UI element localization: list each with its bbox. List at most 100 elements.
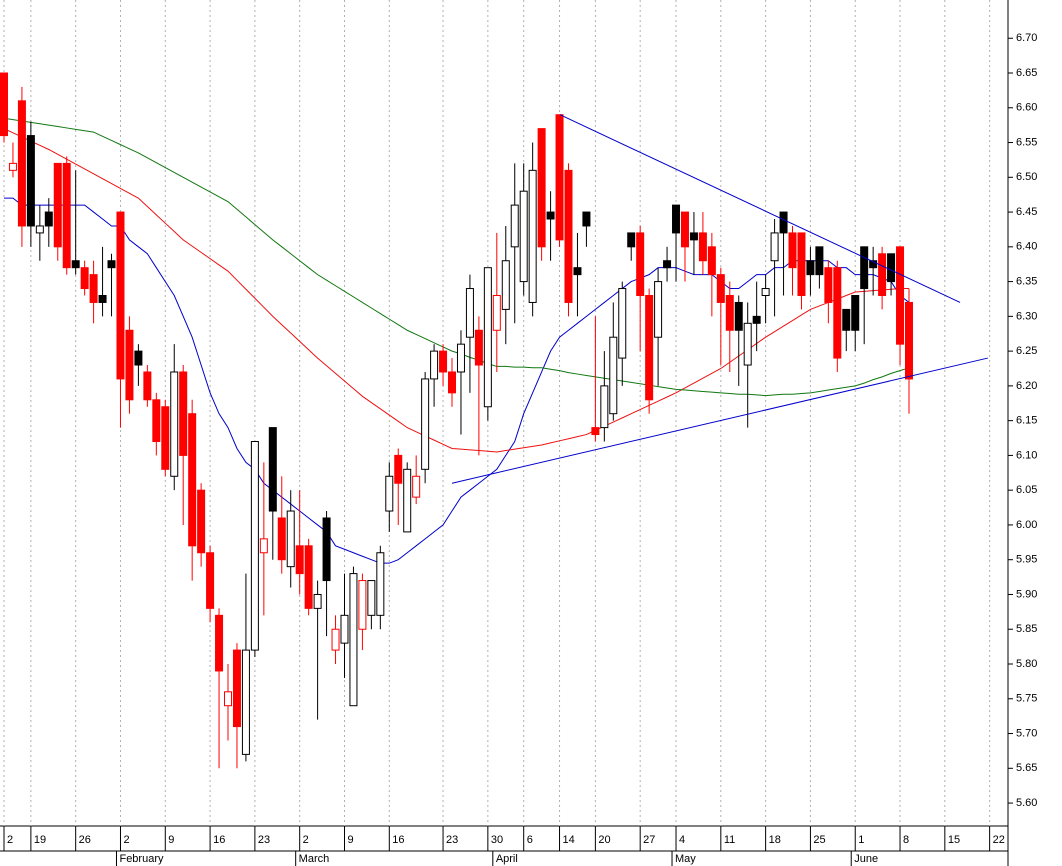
y-tick-label: 6.50 xyxy=(1016,171,1037,183)
candle-body xyxy=(259,538,268,554)
x-tick-label: 30 xyxy=(491,834,503,846)
candle-body xyxy=(582,211,591,227)
candle-body xyxy=(89,274,98,303)
month-label: May xyxy=(675,853,696,865)
y-tick-label: 5.60 xyxy=(1016,797,1037,809)
y-tick-label: 5.90 xyxy=(1016,588,1037,600)
candle-body xyxy=(546,211,555,220)
y-tick-label: 6.05 xyxy=(1016,484,1037,496)
candle-body xyxy=(456,343,465,373)
candle-body xyxy=(519,190,528,283)
candle-body xyxy=(609,336,618,415)
candle-body xyxy=(448,371,457,394)
candle-body xyxy=(71,260,80,269)
candle-body xyxy=(0,72,8,137)
candle-body xyxy=(206,552,215,609)
trend-line xyxy=(559,114,961,303)
candle-body xyxy=(232,649,241,728)
x-tick-label: 2 xyxy=(123,834,129,846)
candle-body xyxy=(241,649,250,755)
candle-body xyxy=(842,308,851,331)
candle-body xyxy=(645,294,654,401)
candle-body xyxy=(385,475,394,512)
candle-body xyxy=(170,371,179,477)
candle-body xyxy=(591,427,600,436)
candle-body xyxy=(869,260,878,269)
candle-body xyxy=(286,510,295,568)
moving-average xyxy=(3,117,910,397)
candle-body xyxy=(376,552,385,616)
candle-body xyxy=(824,267,833,303)
x-tick-label: 2 xyxy=(7,834,13,846)
candle-body xyxy=(555,114,564,241)
month-label: June xyxy=(854,853,878,865)
candle-body xyxy=(636,232,645,296)
x-tick-label: 8 xyxy=(903,834,909,846)
candle-body xyxy=(367,580,376,616)
candle-body xyxy=(528,169,537,303)
candle-body xyxy=(35,225,44,234)
x-tick-label: 23 xyxy=(258,834,270,846)
candle-body xyxy=(125,329,134,401)
candle-body xyxy=(430,350,439,380)
candle-body xyxy=(474,329,483,366)
candle-body xyxy=(851,294,860,331)
candle-body xyxy=(403,468,412,533)
candle-body xyxy=(107,260,116,269)
y-tick-label: 6.20 xyxy=(1016,380,1037,392)
y-tick-label: 6.25 xyxy=(1016,345,1037,357)
y-tick-label: 5.80 xyxy=(1016,658,1037,670)
candle-body xyxy=(680,211,689,248)
y-tick-label: 6.55 xyxy=(1016,136,1037,148)
y-tick-label: 6.10 xyxy=(1016,449,1037,461)
y-tick-label: 6.15 xyxy=(1016,415,1037,427)
candle-body xyxy=(188,413,197,547)
month-label: February xyxy=(119,853,164,865)
candle-body xyxy=(465,288,474,338)
candle-body xyxy=(698,232,707,262)
candle-body xyxy=(26,135,35,227)
candle-body xyxy=(412,475,421,498)
candle-body xyxy=(179,371,188,456)
candle-body xyxy=(716,274,725,303)
candle-body xyxy=(573,267,582,276)
month-label: March xyxy=(299,853,330,865)
y-tick-label: 5.70 xyxy=(1016,727,1037,739)
candle-body xyxy=(564,169,573,303)
trend-line xyxy=(451,357,988,484)
candle-body xyxy=(770,232,779,262)
x-tick-label: 27 xyxy=(643,834,655,846)
candle-body xyxy=(761,288,770,296)
candle-body xyxy=(215,614,224,672)
month-label: April xyxy=(496,853,518,865)
y-tick-label: 5.65 xyxy=(1016,762,1037,774)
candle-body xyxy=(268,427,277,512)
candle-body xyxy=(483,267,492,408)
y-tick-label: 6.70 xyxy=(1016,32,1037,44)
x-tick-label: 2 xyxy=(303,834,309,846)
candle-body xyxy=(904,301,913,380)
candle-body xyxy=(277,517,286,561)
x-tick-label: 26 xyxy=(79,834,91,846)
candle-body xyxy=(743,322,752,366)
x-tick-label: 15 xyxy=(948,834,960,846)
candle-body xyxy=(421,378,430,470)
moving-average xyxy=(3,128,909,453)
candle-body xyxy=(98,294,107,303)
x-tick-label: 25 xyxy=(813,834,825,846)
candle-body xyxy=(492,294,501,331)
y-tick-label: 6.00 xyxy=(1016,519,1037,531)
candle-body xyxy=(510,204,519,248)
candle-body xyxy=(788,232,797,269)
x-tick-label: 9 xyxy=(168,834,174,846)
candle-body xyxy=(197,489,206,554)
candle-body xyxy=(44,211,53,227)
y-tick-label: 6.40 xyxy=(1016,241,1037,253)
moving-average xyxy=(3,197,910,564)
x-tick-label: 19 xyxy=(34,834,46,846)
candle-body xyxy=(689,232,698,241)
candle-body xyxy=(304,545,313,609)
x-tick-label: 16 xyxy=(392,834,404,846)
candle-body xyxy=(250,441,259,651)
